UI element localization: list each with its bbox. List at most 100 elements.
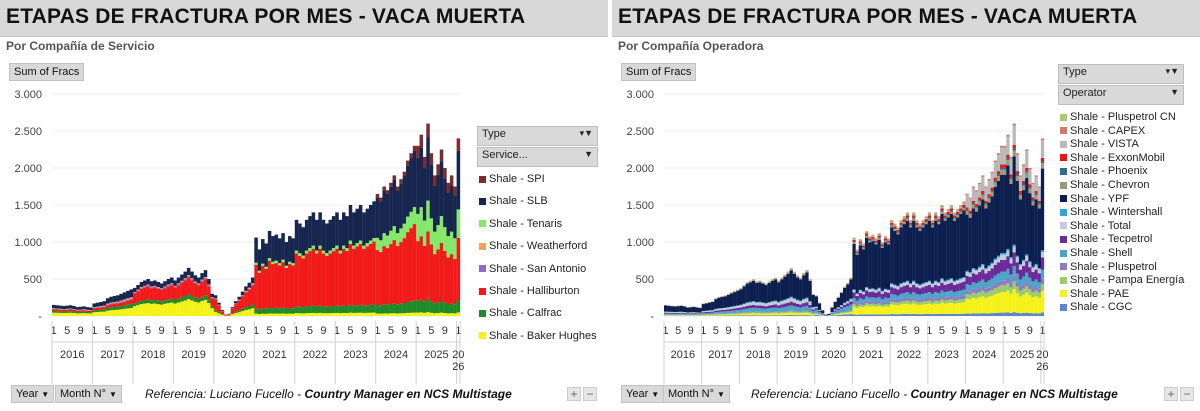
bar-stack[interactable] xyxy=(207,279,211,316)
bar-stack[interactable] xyxy=(704,302,709,316)
expand-icon[interactable]: + xyxy=(1164,387,1178,401)
bar-stack[interactable] xyxy=(676,305,680,316)
bar-stack[interactable] xyxy=(186,267,191,316)
legend-item[interactable]: Shale - Shell xyxy=(1060,247,1132,259)
legend-item[interactable]: Shale - San Antonio xyxy=(479,263,586,275)
bar-stack[interactable] xyxy=(792,271,797,316)
bar-stack[interactable] xyxy=(203,270,208,316)
filter-icon[interactable]: ▾▼ xyxy=(1165,66,1179,76)
bar-stack[interactable] xyxy=(116,295,120,316)
collapse-icon[interactable]: − xyxy=(583,387,597,401)
bar-stack[interactable] xyxy=(739,287,743,316)
bar-stack[interactable] xyxy=(670,305,674,316)
legend-item[interactable]: Shale - Chevron xyxy=(1060,179,1150,191)
bar-stack[interactable] xyxy=(689,306,693,316)
bar-stack[interactable] xyxy=(1028,168,1032,316)
bar-stack[interactable] xyxy=(58,305,63,316)
bar-stack[interactable] xyxy=(446,182,451,316)
bar-stack[interactable] xyxy=(830,307,834,316)
bar-stack[interactable] xyxy=(308,216,312,316)
legend-item[interactable]: Shale - Calfrac xyxy=(479,307,562,319)
bar-stack[interactable] xyxy=(146,279,150,316)
bar-stack[interactable] xyxy=(927,212,932,316)
bar-stack[interactable] xyxy=(237,296,241,316)
bar-stack[interactable] xyxy=(692,306,696,316)
bar-stack[interactable] xyxy=(277,238,282,316)
bar-stack[interactable] xyxy=(143,280,147,316)
bar-stack[interactable] xyxy=(426,123,430,316)
expand-icon[interactable]: + xyxy=(567,387,581,401)
bar-stack[interactable] xyxy=(855,249,859,316)
bar-stack[interactable] xyxy=(984,186,988,317)
bar-stack[interactable] xyxy=(122,292,127,316)
bar-stack[interactable] xyxy=(698,307,702,316)
bar-stack[interactable] xyxy=(190,271,194,316)
bar-stack[interactable] xyxy=(385,190,390,316)
bar-stack[interactable] xyxy=(85,307,90,316)
bar-stack[interactable] xyxy=(1003,145,1007,316)
bar-stack[interactable] xyxy=(392,175,397,316)
bar-stack[interactable] xyxy=(284,242,289,316)
bar-stack[interactable] xyxy=(422,156,427,316)
bar-stack[interactable] xyxy=(946,208,950,316)
bar-stack[interactable] xyxy=(880,242,884,316)
bar-stack[interactable] xyxy=(908,219,913,316)
bar-stack[interactable] xyxy=(858,239,863,316)
bar-stack[interactable] xyxy=(429,153,434,316)
bar-stack[interactable] xyxy=(874,238,878,316)
bar-stack[interactable] xyxy=(335,212,339,316)
legend-item[interactable]: Shale - Baker Hughes xyxy=(479,330,597,342)
bar-stack[interactable] xyxy=(679,305,683,316)
bar-stack[interactable] xyxy=(399,179,403,316)
bar-stack[interactable] xyxy=(761,281,765,316)
bar-stack[interactable] xyxy=(345,216,349,316)
bar-stack[interactable] xyxy=(166,279,171,316)
bar-stack[interactable] xyxy=(783,274,787,316)
bar-stack[interactable] xyxy=(802,273,806,316)
bar-stack[interactable] xyxy=(395,186,400,317)
legend-item[interactable]: Shale - SPI xyxy=(479,173,545,185)
bar-stack[interactable] xyxy=(943,212,947,316)
bar-stack[interactable] xyxy=(1000,145,1004,316)
bar-stack[interactable] xyxy=(139,281,144,316)
bar-stack[interactable] xyxy=(352,212,356,316)
bar-stack[interactable] xyxy=(456,138,461,316)
bar-stack[interactable] xyxy=(770,279,775,316)
bar-stack[interactable] xyxy=(890,219,894,316)
bar-stack[interactable] xyxy=(132,287,137,316)
bar-stack[interactable] xyxy=(839,291,844,316)
bar-stack[interactable] xyxy=(412,145,417,316)
bar-stack[interactable] xyxy=(915,219,919,316)
bar-stack[interactable] xyxy=(254,237,258,316)
bar-stack[interactable] xyxy=(934,212,938,316)
legend-header-type[interactable]: Type ▾▼ xyxy=(477,126,598,146)
bar-stack[interactable] xyxy=(864,230,869,316)
bar-stack[interactable] xyxy=(673,306,677,316)
bar-stack[interactable] xyxy=(736,289,740,316)
bar-stack[interactable] xyxy=(1031,182,1035,316)
bar-stack[interactable] xyxy=(196,277,201,316)
bar-stack[interactable] xyxy=(331,216,336,316)
bar-stack[interactable] xyxy=(996,153,1001,316)
bar-stack[interactable] xyxy=(217,302,221,316)
value-field-button[interactable]: Sum of Fracs xyxy=(9,63,85,81)
bar-stack[interactable] xyxy=(304,219,309,316)
bar-stack[interactable] xyxy=(814,295,819,316)
bar-stack[interactable] xyxy=(439,149,444,317)
bar-stack[interactable] xyxy=(949,205,954,316)
bar-stack[interactable] xyxy=(808,279,812,316)
bar-stack[interactable] xyxy=(250,277,255,316)
bar-stack[interactable] xyxy=(817,302,822,316)
bar-stack[interactable] xyxy=(833,301,837,316)
bar-stack[interactable] xyxy=(993,160,998,316)
bar-stack[interactable] xyxy=(1012,123,1016,316)
legend-item[interactable]: Shale - Pampa Energía xyxy=(1060,274,1184,286)
bar-stack[interactable] xyxy=(930,219,935,316)
legend-item[interactable]: Shale - Tecpetrol xyxy=(1060,233,1152,245)
bar-stack[interactable] xyxy=(726,293,731,316)
bar-stack[interactable] xyxy=(348,205,353,316)
bar-stack[interactable] xyxy=(170,277,174,316)
bar-stack[interactable] xyxy=(667,305,671,316)
chevron-down-icon[interactable]: ▼ xyxy=(1170,87,1179,97)
bar-stack[interactable] xyxy=(227,313,231,316)
